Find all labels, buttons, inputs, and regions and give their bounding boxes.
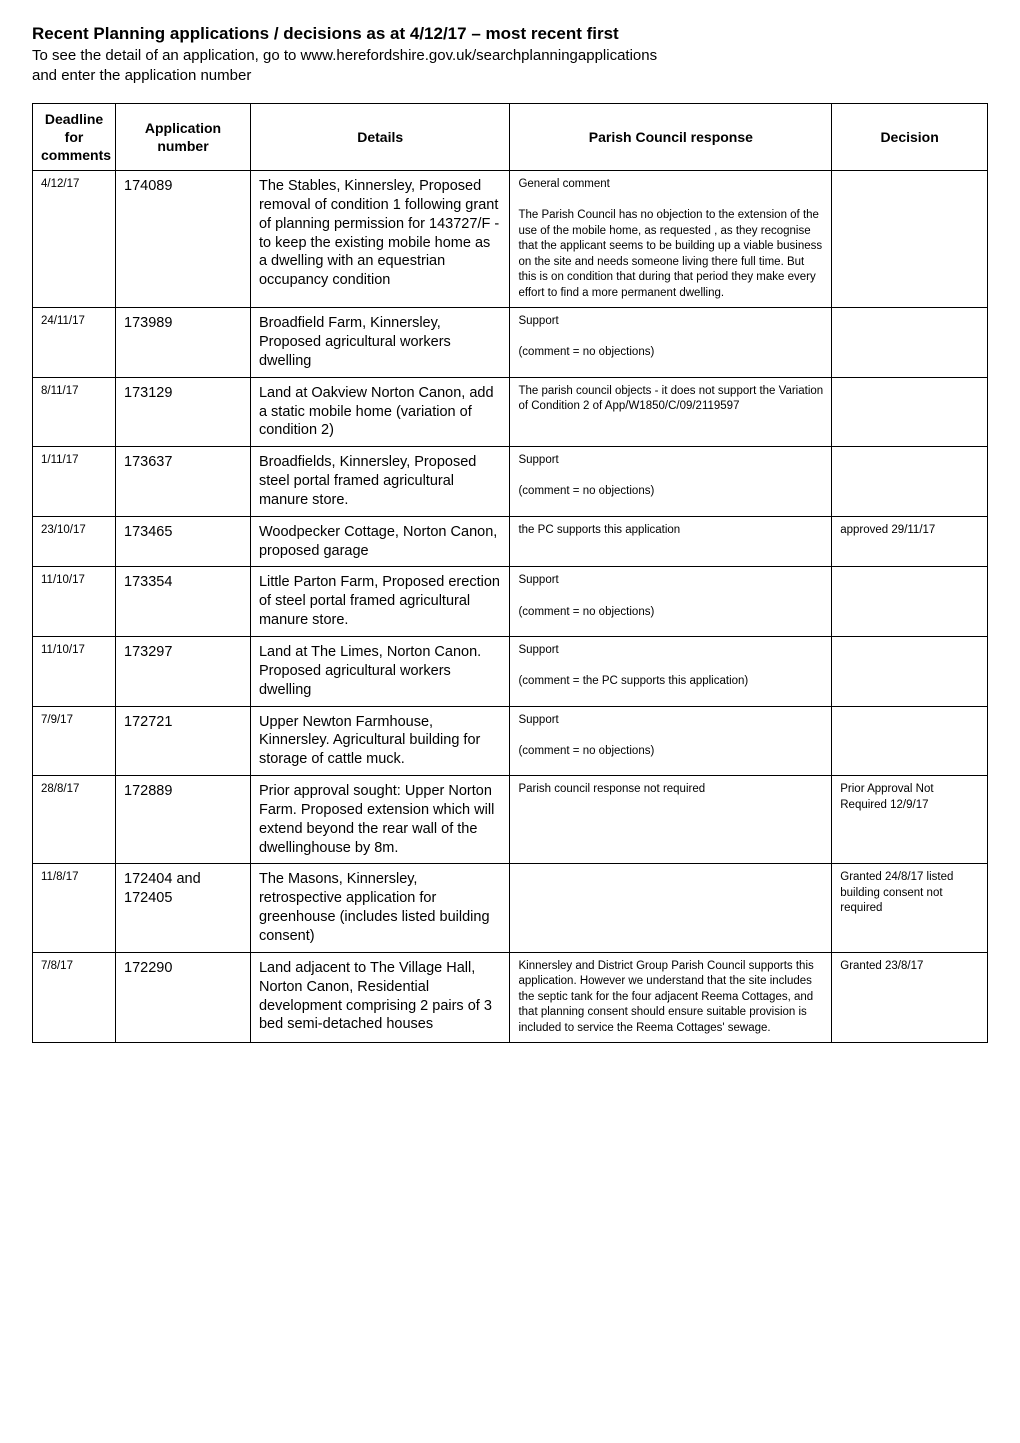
intro-text: To see the detail of an application, go … bbox=[32, 46, 988, 87]
table-row: 23/10/17173465Woodpecker Cottage, Norton… bbox=[33, 516, 988, 567]
table-row: 8/11/17173129Land at Oakview Norton Cano… bbox=[33, 377, 988, 447]
cell-decision bbox=[832, 637, 988, 707]
cell-decision bbox=[832, 377, 988, 447]
col-header-response: Parish Council response bbox=[510, 103, 832, 171]
col-header-deadline: Deadline for comments bbox=[33, 103, 116, 171]
cell-response: Support(comment = the PC supports this a… bbox=[510, 637, 832, 707]
cell-details: Land at Oakview Norton Canon, add a stat… bbox=[250, 377, 510, 447]
cell-details: Broadfields, Kinnersley, Proposed steel … bbox=[250, 447, 510, 517]
cell-app: 172889 bbox=[116, 776, 251, 864]
cell-deadline: 24/11/17 bbox=[33, 308, 116, 378]
cell-details: Little Parton Farm, Proposed erection of… bbox=[250, 567, 510, 637]
table-body: 4/12/17174089The Stables, Kinnersley, Pr… bbox=[33, 171, 988, 1043]
cell-deadline: 7/8/17 bbox=[33, 952, 116, 1043]
cell-details: The Masons, Kinnersley, retrospective ap… bbox=[250, 864, 510, 952]
cell-app: 173129 bbox=[116, 377, 251, 447]
cell-decision: Granted 24/8/17 listed building consent … bbox=[832, 864, 988, 952]
cell-decision bbox=[832, 447, 988, 517]
cell-app: 172290 bbox=[116, 952, 251, 1043]
cell-app: 172404 and 172405 bbox=[116, 864, 251, 952]
cell-response: General commentThe Parish Council has no… bbox=[510, 171, 832, 308]
cell-details: Woodpecker Cottage, Norton Canon, propos… bbox=[250, 516, 510, 567]
table-row: 11/10/17173354Little Parton Farm, Propos… bbox=[33, 567, 988, 637]
cell-response: the PC supports this application bbox=[510, 516, 832, 567]
cell-details: Prior approval sought: Upper Norton Farm… bbox=[250, 776, 510, 864]
cell-response: Support(comment = no objections) bbox=[510, 567, 832, 637]
cell-response: Support(comment = no objections) bbox=[510, 447, 832, 517]
cell-response: Support(comment = no objections) bbox=[510, 706, 832, 776]
cell-deadline: 11/8/17 bbox=[33, 864, 116, 952]
table-row: 24/11/17173989Broadfield Farm, Kinnersle… bbox=[33, 308, 988, 378]
cell-deadline: 11/10/17 bbox=[33, 637, 116, 707]
cell-app: 172721 bbox=[116, 706, 251, 776]
cell-response: Kinnersley and District Group Parish Cou… bbox=[510, 952, 832, 1043]
cell-deadline: 4/12/17 bbox=[33, 171, 116, 308]
cell-response: Parish council response not required bbox=[510, 776, 832, 864]
table-header-row: Deadline for comments Application number… bbox=[33, 103, 988, 171]
cell-decision bbox=[832, 308, 988, 378]
cell-details: Upper Newton Farmhouse, Kinnersley. Agri… bbox=[250, 706, 510, 776]
table-row: 1/11/17173637Broadfields, Kinnersley, Pr… bbox=[33, 447, 988, 517]
intro-line-2: and enter the application number bbox=[32, 67, 251, 84]
page-title: Recent Planning applications / decisions… bbox=[32, 24, 988, 44]
cell-app: 173989 bbox=[116, 308, 251, 378]
cell-details: The Stables, Kinnersley, Proposed remova… bbox=[250, 171, 510, 308]
cell-decision bbox=[832, 567, 988, 637]
table-row: 7/8/17172290Land adjacent to The Village… bbox=[33, 952, 988, 1043]
cell-decision: approved 29/11/17 bbox=[832, 516, 988, 567]
cell-details: Land at The Limes, Norton Canon. Propose… bbox=[250, 637, 510, 707]
cell-response bbox=[510, 864, 832, 952]
cell-decision: Granted 23/8/17 bbox=[832, 952, 988, 1043]
col-header-app: Application number bbox=[116, 103, 251, 171]
cell-decision bbox=[832, 706, 988, 776]
col-header-decision: Decision bbox=[832, 103, 988, 171]
table-row: 4/12/17174089The Stables, Kinnersley, Pr… bbox=[33, 171, 988, 308]
cell-deadline: 11/10/17 bbox=[33, 567, 116, 637]
cell-details: Broadfield Farm, Kinnersley, Proposed ag… bbox=[250, 308, 510, 378]
cell-details: Land adjacent to The Village Hall, Norto… bbox=[250, 952, 510, 1043]
cell-deadline: 7/9/17 bbox=[33, 706, 116, 776]
cell-app: 174089 bbox=[116, 171, 251, 308]
applications-table: Deadline for comments Application number… bbox=[32, 103, 988, 1044]
cell-deadline: 28/8/17 bbox=[33, 776, 116, 864]
cell-app: 173354 bbox=[116, 567, 251, 637]
intro-line-1: To see the detail of an application, go … bbox=[32, 47, 657, 64]
col-header-details: Details bbox=[250, 103, 510, 171]
cell-decision: Prior Approval Not Required 12/9/17 bbox=[832, 776, 988, 864]
cell-app: 173637 bbox=[116, 447, 251, 517]
cell-app: 173465 bbox=[116, 516, 251, 567]
cell-deadline: 23/10/17 bbox=[33, 516, 116, 567]
table-row: 28/8/17172889Prior approval sought: Uppe… bbox=[33, 776, 988, 864]
table-row: 11/10/17173297Land at The Limes, Norton … bbox=[33, 637, 988, 707]
cell-deadline: 8/11/17 bbox=[33, 377, 116, 447]
cell-response: The parish council objects - it does not… bbox=[510, 377, 832, 447]
cell-deadline: 1/11/17 bbox=[33, 447, 116, 517]
table-row: 11/8/17172404 and 172405The Masons, Kinn… bbox=[33, 864, 988, 952]
cell-app: 173297 bbox=[116, 637, 251, 707]
table-row: 7/9/17172721Upper Newton Farmhouse, Kinn… bbox=[33, 706, 988, 776]
cell-decision bbox=[832, 171, 988, 308]
cell-response: Support(comment = no objections) bbox=[510, 308, 832, 378]
